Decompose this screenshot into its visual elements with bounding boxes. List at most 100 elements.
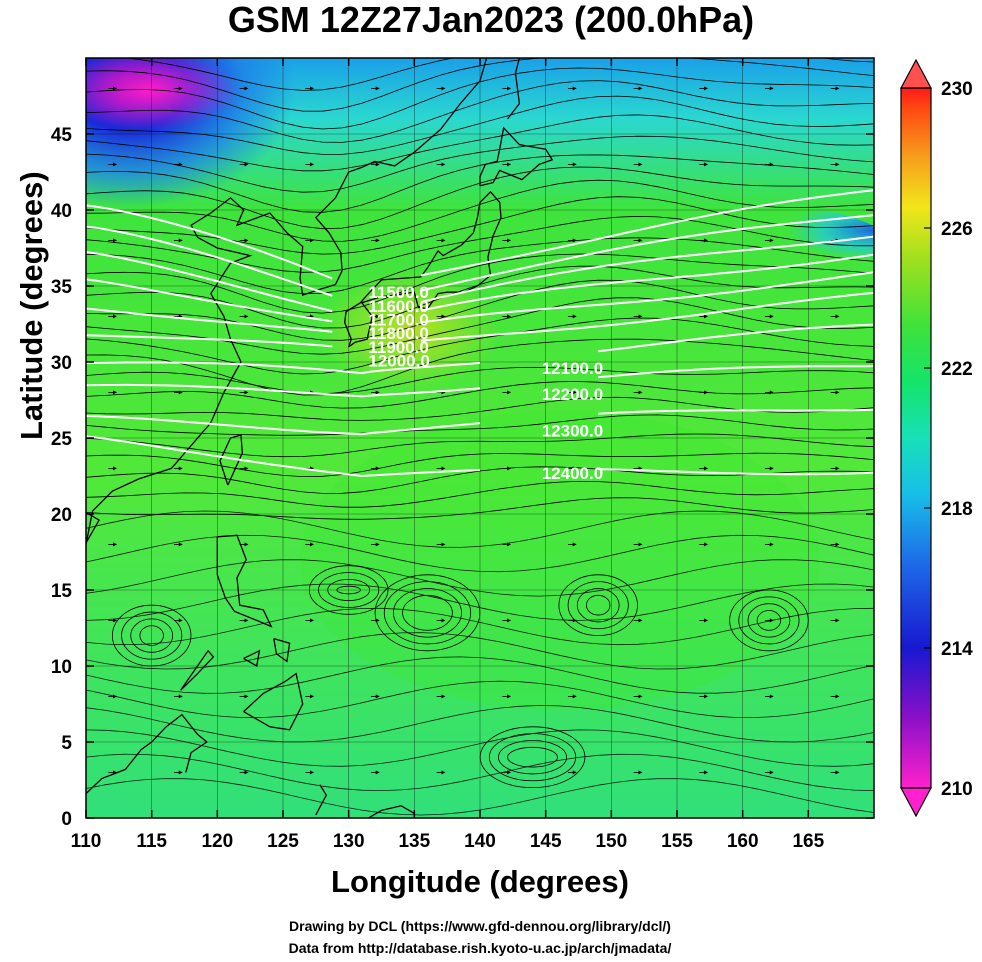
streamline: [86, 237, 874, 295]
x-tick-label: 115: [136, 831, 167, 852]
streamline: [86, 95, 874, 155]
x-tick-label: 150: [595, 831, 627, 852]
colorbar-tick-label: 218: [941, 499, 973, 520]
height-contour: [86, 253, 874, 323]
streamline-vortex: [507, 746, 558, 768]
streamline: [86, 680, 874, 719]
streamline-vortex: [747, 603, 791, 638]
height-contour: [86, 365, 874, 398]
y-tick-label: 25: [51, 429, 73, 450]
colorbar: 210 214 218 222 226 230: [899, 58, 973, 818]
streamline: [86, 135, 874, 193]
streamline-vortex: [479, 726, 586, 788]
contour-label: 11800.0: [368, 324, 429, 343]
streamline-vortex: [567, 581, 629, 630]
streamline: [86, 729, 874, 767]
streamline-vortex: [393, 588, 462, 638]
height-contour: [86, 291, 874, 348]
streamline: [86, 366, 874, 394]
streamline-vortex: [374, 574, 481, 652]
colorbar-tick-label: 226: [941, 219, 973, 240]
streamline: [86, 753, 874, 792]
coastline: [507, 58, 521, 120]
y-tick-label: 15: [51, 581, 73, 602]
colorbar-tick-label: 210: [941, 779, 973, 800]
lat-lon-grid: [86, 58, 874, 818]
streamline-vortex: [738, 596, 800, 645]
streamline-vortex: [318, 572, 380, 608]
coastline: [151, 713, 208, 773]
streamline-vortex: [756, 610, 782, 631]
streamline: [86, 534, 874, 573]
coastline: [368, 805, 415, 818]
height-contour: [86, 214, 874, 297]
y-tick-label: 20: [51, 505, 72, 526]
map-title: GSM 12Z27Jan2023 (200.0hPa): [227, 0, 755, 40]
coastline: [86, 741, 153, 795]
coastline: [315, 784, 328, 816]
wind-streamlines: [86, 58, 874, 816]
coastline: [273, 637, 291, 663]
streamline: [86, 607, 874, 646]
streamline-vortex: [139, 625, 164, 646]
contour-label: 12100.0: [542, 359, 603, 378]
contour-label: 11600.0: [368, 297, 429, 316]
streamline-vortex: [121, 611, 183, 660]
y-tick-label: 45: [51, 125, 73, 146]
x-tick-label: 145: [530, 831, 562, 852]
coastline: [180, 649, 215, 691]
y-axis-ticks: 0 5 10 15 20 25 30 35 40 45: [51, 125, 874, 830]
colorbar-min-arrow: [899, 787, 933, 818]
x-tick-label: 130: [333, 831, 365, 852]
streamline-vortex: [327, 578, 371, 602]
streamline: [86, 583, 874, 621]
colorbar-max-arrow: [899, 58, 933, 89]
streamline: [86, 253, 874, 314]
streamline: [86, 705, 874, 743]
height-contour: [86, 271, 874, 333]
x-tick-label: 165: [792, 831, 824, 852]
contour-label: 12000.0: [368, 351, 429, 370]
contour-label: 11500.0: [368, 283, 429, 302]
x-axis-ticks: 110 115 120 125 130 135 140 145 150 155 160 165: [71, 58, 825, 852]
coastline: [219, 434, 243, 486]
x-tick-label: 140: [464, 831, 496, 852]
y-tick-label: 0: [61, 809, 72, 830]
streamline: [86, 179, 874, 242]
y-tick-label: 30: [51, 353, 72, 374]
streamline: [86, 381, 874, 409]
x-tick-label: 155: [661, 831, 693, 852]
height-contour: [86, 323, 874, 375]
credit-data: Data from http://database.rish.kyoto-u.a…: [288, 940, 672, 956]
y-tick-label: 40: [51, 201, 72, 222]
streamline: [86, 452, 874, 478]
streamline-vortex: [402, 594, 453, 631]
streamline: [86, 265, 874, 329]
streamline: [86, 80, 874, 143]
streamline: [86, 433, 874, 458]
height-contours: 11500.011600.011700.011800.011900.012000…: [86, 189, 874, 483]
y-tick-label: 35: [51, 277, 73, 298]
coastline: [216, 534, 273, 628]
streamline-vortex: [383, 581, 472, 645]
x-tick-label: 110: [71, 831, 102, 852]
coastline: [86, 58, 488, 545]
streamline: [86, 215, 874, 273]
streamline: [86, 114, 874, 172]
streamline: [86, 338, 874, 396]
height-contour: [86, 435, 874, 478]
contour-label: 12200.0: [542, 385, 603, 404]
streamline-vortex: [308, 565, 389, 615]
streamline: [86, 414, 874, 436]
streamline: [86, 67, 874, 130]
streamline: [86, 480, 874, 508]
x-tick-label: 125: [267, 831, 299, 852]
streamline: [86, 279, 874, 341]
streamline-vortex: [498, 740, 567, 775]
streamline: [86, 497, 874, 520]
colorbar-tick-label: 222: [941, 359, 973, 380]
x-tick-label: 160: [727, 831, 759, 852]
streamline-vortex: [336, 585, 361, 595]
